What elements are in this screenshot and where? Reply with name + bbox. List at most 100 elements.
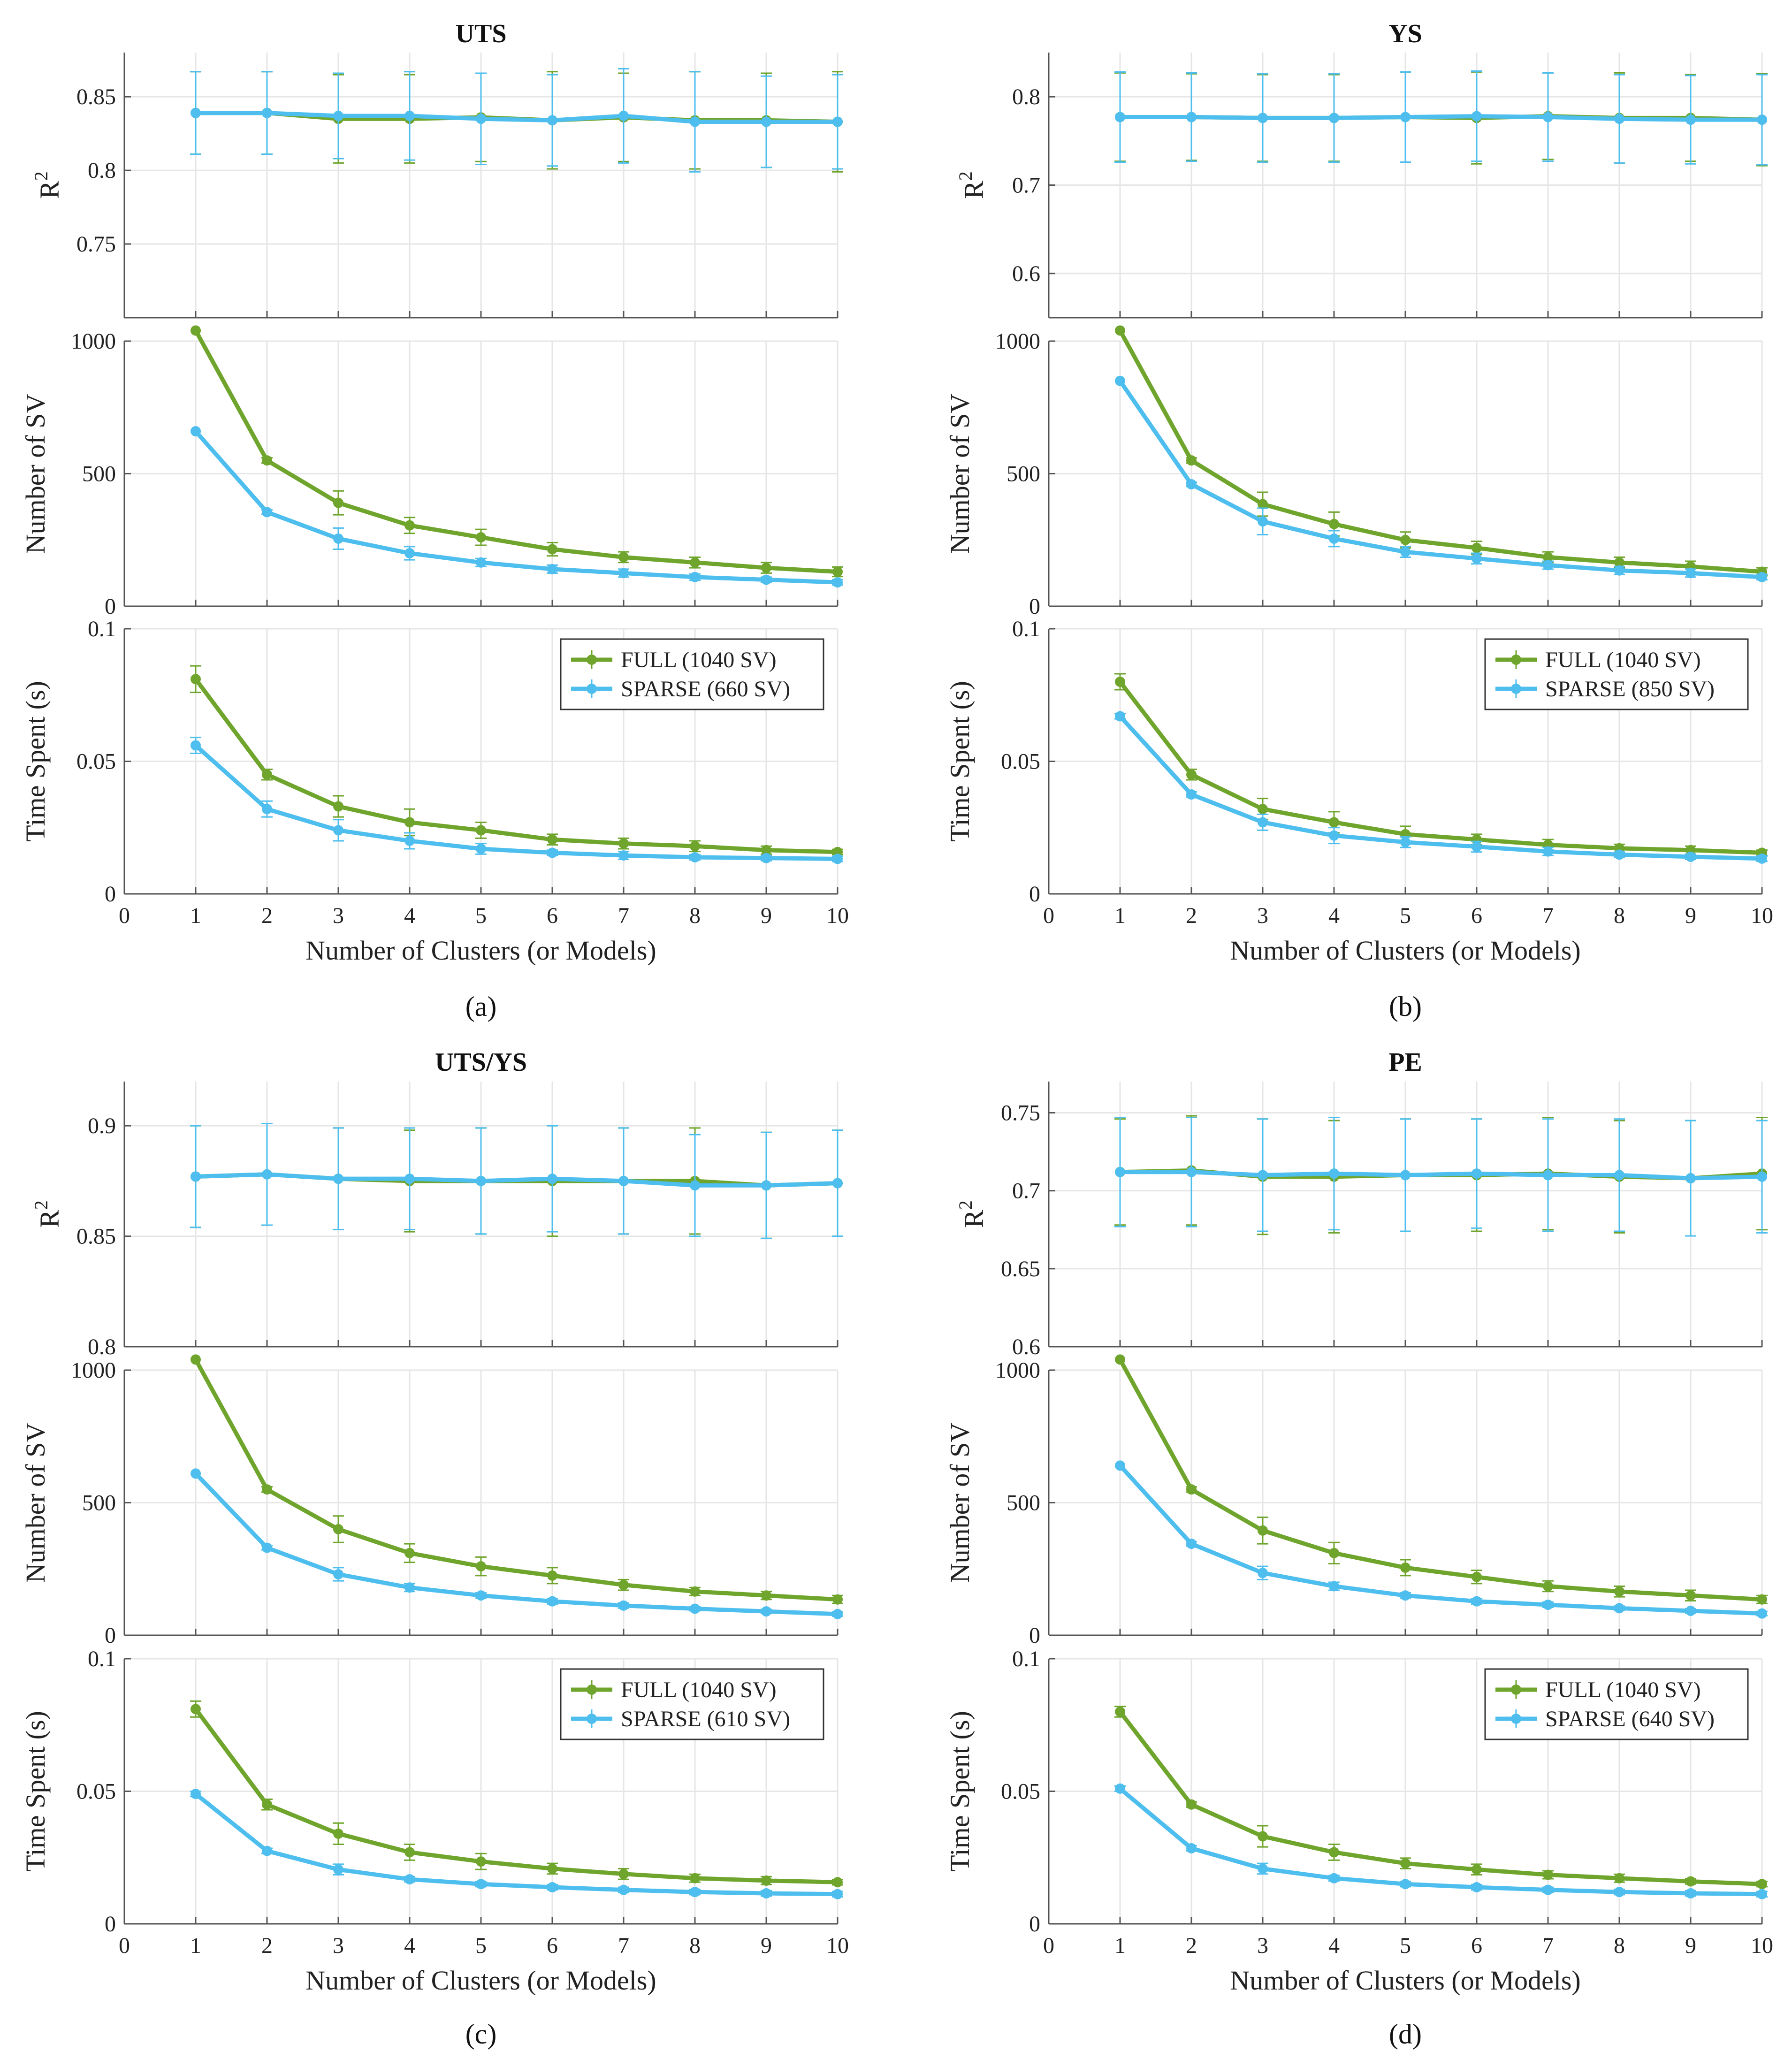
x-tick-label: 9 (761, 903, 772, 928)
legend-swatch-marker (587, 655, 597, 665)
series-line (1120, 114, 1762, 122)
series-line (194, 744, 838, 861)
data-point (1757, 1889, 1767, 1899)
data-point (333, 533, 343, 544)
data-point (1258, 817, 1268, 828)
data-point (1757, 1879, 1767, 1890)
y-axis-label-text: Time Spent (s) (20, 681, 51, 842)
data-point (404, 1548, 415, 1558)
x-tick-label: 0 (119, 1933, 130, 1958)
y-tick-label: 0.05 (76, 749, 116, 774)
subplot-num-sv: 0 500 1000 Number of SV (20, 1354, 843, 1648)
data-point (690, 1586, 700, 1597)
data-point (1685, 1590, 1696, 1601)
series-line (194, 1358, 838, 1602)
panel-label-text: (b) (1389, 991, 1422, 1022)
data-point (761, 574, 771, 585)
y-tick-label: 1000 (995, 329, 1040, 354)
data-point (1400, 1858, 1411, 1869)
y-tick-label: 0.05 (76, 1779, 116, 1804)
data-point (404, 520, 415, 531)
y-axis-label: Number of SV (20, 1423, 51, 1583)
data-point (690, 841, 700, 852)
data-point (690, 1603, 700, 1614)
y-axis-label: R2 (955, 1200, 989, 1228)
data-point (690, 1887, 700, 1898)
panel-label-text: (c) (465, 2019, 497, 2050)
x-tick-label: 6 (1471, 903, 1482, 928)
y-axis-label-text: R (34, 1210, 65, 1228)
data-point (761, 563, 771, 573)
data-point (191, 1468, 201, 1479)
data-point (1685, 851, 1696, 862)
x-tick-label: 3 (1257, 1933, 1268, 1958)
y-axis-label: R2 (31, 1200, 65, 1228)
y-tick-label: 0.65 (1001, 1257, 1040, 1281)
data-point (1329, 533, 1339, 544)
x-tick-label: 8 (1614, 1933, 1625, 1958)
chart-title: UTS/YS (435, 1048, 527, 1077)
data-point (1614, 1586, 1624, 1597)
data-point (1685, 114, 1696, 125)
data-point (761, 116, 771, 127)
x-tick-label: 3 (333, 903, 344, 928)
data-point (262, 1169, 272, 1180)
x-tick-label: 6 (1471, 1933, 1482, 1958)
data-point (476, 843, 486, 854)
series-sparse (1114, 70, 1768, 166)
y-tick-label: 0 (1029, 882, 1040, 907)
subplot-time: 0 0.05 0.1 Time Spent (s) 0 1 2 3 4 5 6 7 8 9 10 FULL (… (945, 617, 1773, 928)
y-axis-label: Number of SV (945, 394, 975, 554)
series-line (194, 1472, 838, 1616)
data-point (1400, 547, 1411, 557)
legend-label: FULL (1040 SV) (1545, 648, 1701, 672)
data-point (1186, 1539, 1197, 1549)
data-point (476, 114, 486, 124)
data-point (690, 1873, 700, 1883)
data-point (761, 845, 771, 855)
series-full (1115, 1354, 1768, 1605)
data-point (1186, 479, 1197, 490)
data-point (1472, 1168, 1482, 1179)
data-point (1329, 1581, 1339, 1592)
x-tick-label: 1 (1114, 1933, 1126, 1958)
subplot-num-sv: 0 500 1000 Number of SV (20, 325, 843, 619)
y-tick-label: 0 (105, 1623, 116, 1648)
data-point (1472, 111, 1482, 122)
x-tick-label: 5 (1400, 1933, 1411, 1958)
data-point (191, 325, 201, 336)
y-axis-label-text: Time Spent (s) (945, 681, 975, 842)
legend-label: SPARSE (850 SV) (1545, 677, 1715, 701)
legend-swatch-marker (587, 1685, 597, 1695)
series-line (194, 678, 838, 854)
data-point (1614, 557, 1624, 568)
data-point (1543, 1600, 1553, 1610)
y-tick-label: 0.8 (88, 1334, 116, 1359)
data-point (476, 1856, 486, 1867)
panel-label: (c) (465, 2019, 497, 2050)
y-tick-label: 0.7 (1012, 1179, 1040, 1204)
subplot-num-sv: 0 500 1000 Number of SV (945, 1354, 1768, 1648)
x-axis-label: Number of Clusters (or Models) (1230, 1965, 1580, 1996)
data-point (404, 1847, 415, 1858)
y-tick-label: 0.1 (88, 1647, 116, 1671)
y-axis-label: R2 (31, 171, 65, 199)
x-tick-label: 4 (404, 903, 415, 928)
data-point (1115, 711, 1125, 722)
legend-box (1484, 1668, 1749, 1740)
x-tick-label: 8 (689, 1933, 701, 1958)
y-tick-label: 0 (105, 882, 116, 907)
data-point (1400, 837, 1411, 847)
data-point (1115, 1460, 1125, 1471)
data-point (618, 110, 629, 121)
y-tick-label: 0.05 (1001, 1779, 1040, 1804)
data-point (1614, 1603, 1624, 1614)
data-point (191, 740, 201, 751)
data-point (404, 110, 415, 121)
y-tick-label: 0.7 (1012, 173, 1040, 198)
data-point (191, 1171, 201, 1182)
data-point (618, 568, 629, 579)
legend-box (560, 638, 824, 710)
series-line (194, 329, 838, 574)
data-point (1614, 114, 1624, 124)
